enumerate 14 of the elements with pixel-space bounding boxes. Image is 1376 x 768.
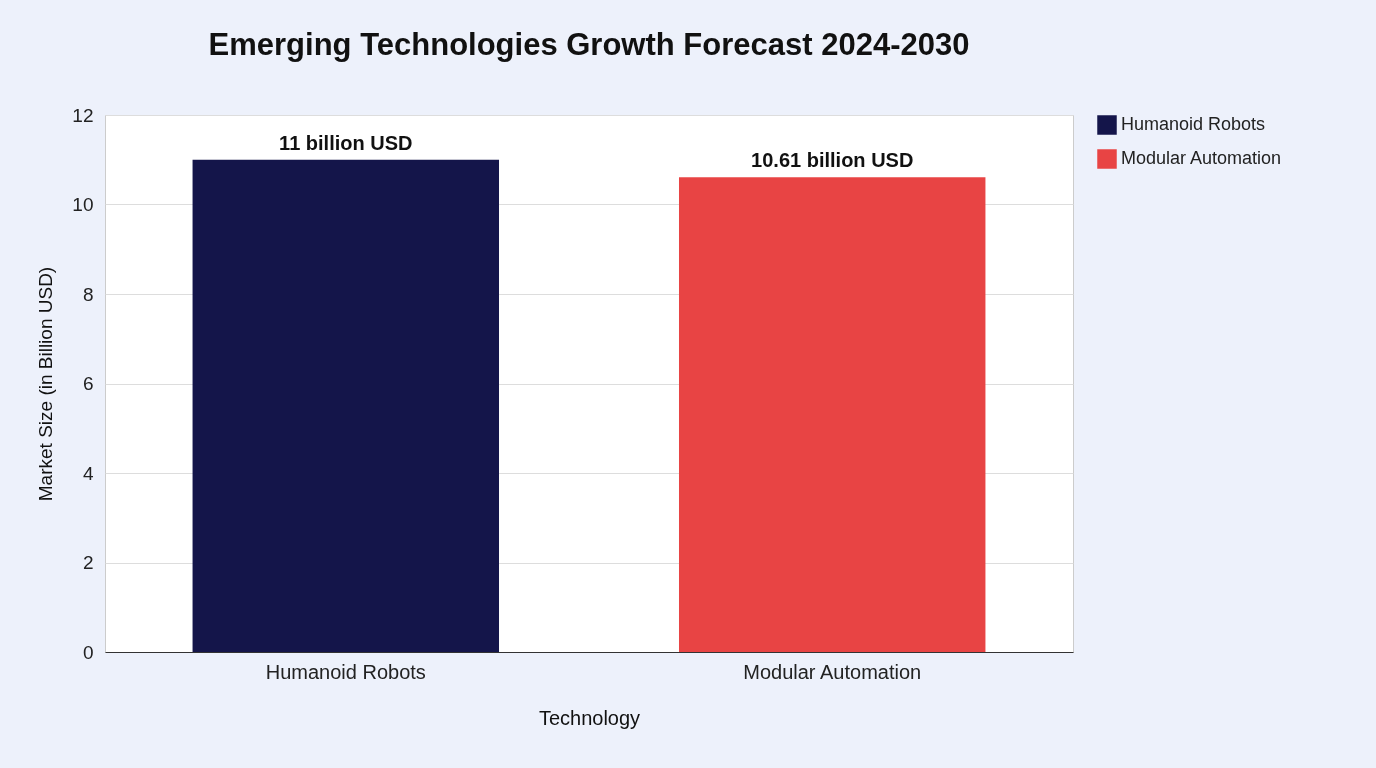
y-tick-label: 0 — [82, 641, 94, 663]
data-label: 11 billion USD — [279, 131, 413, 154]
chart-title: Emerging Technologies Growth Forecast 2024-2030 — [208, 27, 970, 62]
legend-label: Modular Automation — [1121, 148, 1282, 168]
legend-label: Humanoid Robots — [1121, 114, 1266, 134]
y-tick-label: 4 — [82, 462, 94, 484]
y-tick-label: 10 — [72, 194, 94, 215]
y-tick-label: 2 — [82, 552, 94, 573]
x-axis-title: Technology — [538, 706, 641, 729]
y-tick-label: 12 — [72, 104, 94, 126]
y-axis-title: Market Size (in Billion USD) — [35, 266, 57, 502]
data-label: 10.61 billion USD — [751, 149, 914, 172]
y-tick-label: 8 — [82, 283, 94, 305]
y-tick-label: 6 — [82, 373, 94, 394]
